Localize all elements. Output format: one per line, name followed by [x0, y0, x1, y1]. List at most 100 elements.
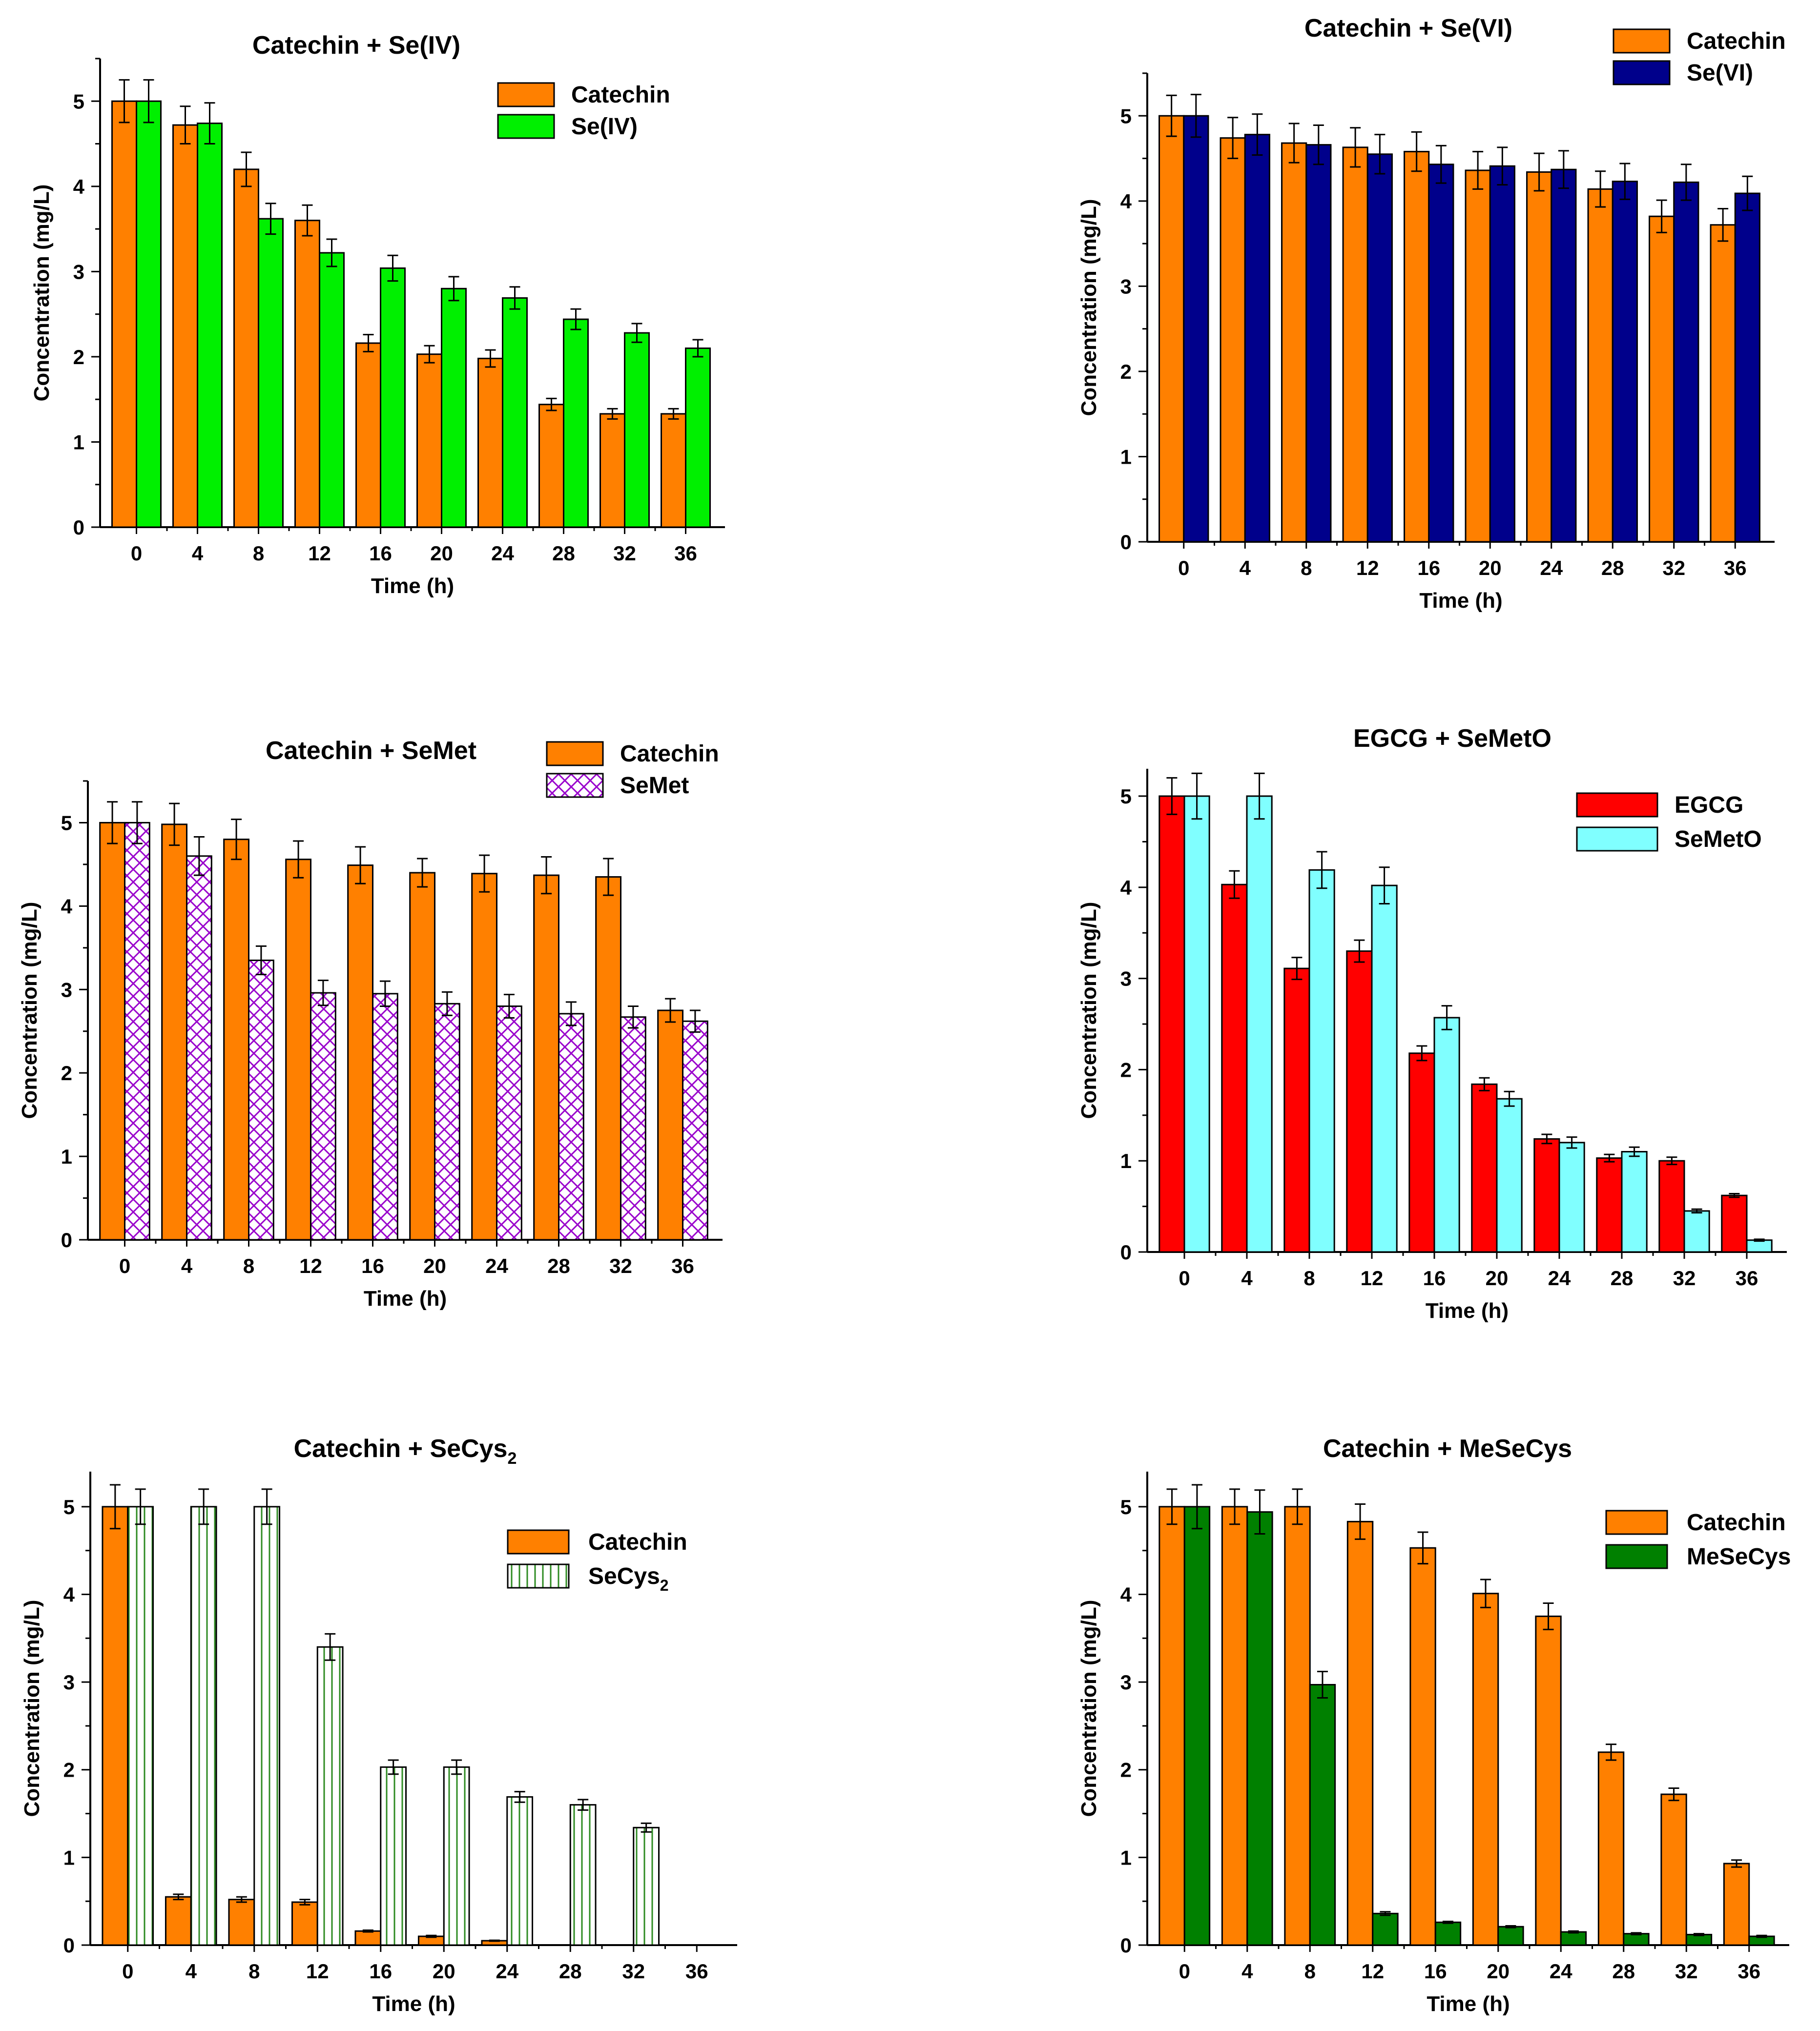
- bar: [1683, 1210, 1710, 1253]
- x-tick-label: 36: [1737, 1960, 1760, 1983]
- x-tick-label: 4: [186, 1960, 197, 1983]
- bar: [1660, 1793, 1687, 1946]
- bar: [1597, 1751, 1625, 1946]
- x-tick-label: 28: [547, 1254, 570, 1277]
- y-tick-label: 2: [63, 1759, 75, 1782]
- y-tick-label: 1: [73, 431, 84, 453]
- y-tick-label: 0: [73, 516, 84, 539]
- x-tick-label: 16: [1424, 1960, 1447, 1983]
- bar: [1649, 215, 1675, 543]
- y-tick-label: 1: [1120, 1846, 1132, 1869]
- legend-label: SeMetO: [1675, 826, 1762, 852]
- legend: Catechin Se(VI): [1613, 28, 1786, 86]
- x-tick-label: 32: [1675, 1960, 1698, 1983]
- bar: [102, 1506, 129, 1946]
- x-tick-label: 0: [1179, 1267, 1190, 1290]
- x-tick-label: 4: [192, 542, 204, 565]
- bar: [1408, 1052, 1435, 1253]
- x-tick-label: 0: [131, 542, 142, 565]
- x-tick-label: 32: [1662, 556, 1685, 579]
- y-tick-label: 0: [1120, 1934, 1132, 1957]
- bar: [1183, 1506, 1211, 1946]
- bar: [1734, 192, 1760, 543]
- bar: [223, 839, 250, 1241]
- bar: [624, 332, 650, 528]
- bar: [1284, 1506, 1311, 1946]
- x-tick-label: 4: [1241, 1960, 1253, 1983]
- x-tick-label: 12: [1356, 556, 1379, 579]
- bar: [1496, 1098, 1523, 1253]
- y-tick-label: 2: [1120, 1759, 1132, 1782]
- bar: [316, 1646, 344, 1946]
- x-tick-label: 28: [559, 1960, 582, 1983]
- legend-label: Se(VI): [1687, 60, 1753, 86]
- bar: [248, 959, 274, 1241]
- x-tick-label: 28: [552, 542, 575, 565]
- y-tick-label: 2: [61, 1062, 72, 1085]
- bar: [477, 357, 503, 528]
- bar: [1309, 1684, 1336, 1946]
- bar: [1433, 1017, 1460, 1253]
- y-tick-label: 0: [61, 1229, 72, 1251]
- x-tick-label: 20: [433, 1960, 455, 1983]
- bar: [682, 1020, 708, 1241]
- x-tick-label: 12: [306, 1960, 329, 1983]
- bar: [1183, 795, 1210, 1253]
- bar: [558, 1013, 584, 1241]
- bar: [291, 1901, 318, 1946]
- x-tick-label: 4: [1241, 1267, 1253, 1290]
- x-tick-label: 0: [1179, 1960, 1190, 1983]
- legend-subscript: 2: [660, 1577, 669, 1594]
- x-tick-label: 20: [1487, 1960, 1510, 1983]
- bar: [127, 1506, 154, 1946]
- y-axis-label: Concentration (mg/L): [20, 1600, 44, 1817]
- x-tick-label: 36: [674, 542, 697, 565]
- bar: [1221, 1506, 1248, 1946]
- y-tick-label: 2: [1120, 1058, 1132, 1081]
- y-tick-label: 5: [63, 1496, 75, 1518]
- x-axis-label: Time (h): [1426, 1299, 1509, 1323]
- bar: [569, 1804, 597, 1946]
- x-tick-label: 28: [1611, 1267, 1634, 1290]
- bar: [1372, 1912, 1399, 1946]
- bar: [1308, 869, 1335, 1253]
- x-tick-label: 4: [1240, 556, 1251, 579]
- legend-label: SeCys2: [588, 1563, 669, 1594]
- x-tick-label: 36: [671, 1254, 694, 1277]
- x-tick-label: 20: [1479, 556, 1502, 579]
- bar: [1721, 1194, 1748, 1253]
- legend: Catechin SeCys2: [507, 1529, 687, 1594]
- x-tick-label: 0: [1178, 556, 1189, 579]
- bar: [1246, 1511, 1273, 1946]
- bar: [1220, 137, 1246, 543]
- chart-title: EGCG + SeMetO: [1353, 724, 1551, 753]
- bar: [99, 821, 125, 1241]
- bar: [1409, 1547, 1436, 1946]
- y-tick-label: 1: [1120, 445, 1132, 468]
- chart-title: Catechin + Se(IV): [252, 31, 460, 60]
- bar: [355, 342, 381, 528]
- bar: [319, 252, 345, 528]
- y-tick-label: 3: [1120, 1671, 1132, 1694]
- bar: [1533, 1138, 1560, 1253]
- x-tick-label: 16: [1423, 1267, 1446, 1290]
- x-tick-label: 12: [1361, 1960, 1384, 1983]
- bar: [502, 297, 528, 528]
- x-tick-label: 16: [369, 1960, 392, 1983]
- bar: [347, 864, 374, 1241]
- y-tick-label: 4: [1120, 190, 1132, 213]
- y-tick-label: 0: [1120, 1241, 1132, 1264]
- bar: [1621, 1151, 1648, 1253]
- bar: [1183, 115, 1209, 543]
- bar: [228, 1899, 255, 1946]
- x-tick-label: 16: [369, 542, 392, 565]
- bar: [111, 100, 137, 528]
- legend: EGCG SeMetO: [1576, 792, 1762, 852]
- bar: [1371, 884, 1398, 1253]
- bar: [600, 413, 625, 528]
- bar: [1246, 795, 1273, 1253]
- legend-swatch: [1613, 60, 1671, 85]
